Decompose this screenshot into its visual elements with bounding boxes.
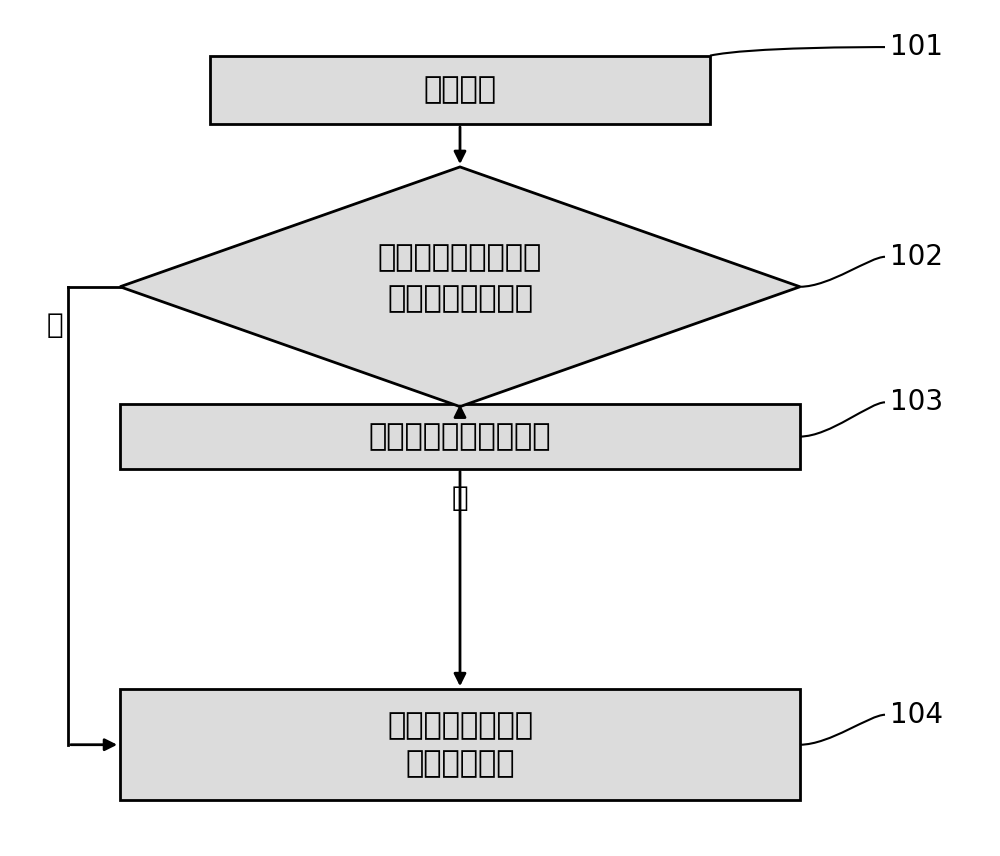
Text: 是: 是 <box>452 484 468 512</box>
Text: 103: 103 <box>890 389 943 416</box>
Polygon shape <box>120 167 800 407</box>
FancyBboxPatch shape <box>210 56 710 124</box>
Text: 解读目标变异位点数据: 解读目标变异位点数据 <box>369 422 551 451</box>
Text: 否: 否 <box>47 312 63 339</box>
Text: 104: 104 <box>890 701 943 728</box>
FancyBboxPatch shape <box>120 405 800 469</box>
Text: 102: 102 <box>890 243 943 270</box>
Text: 生成单基因遗传病
基因分析报告: 生成单基因遗传病 基因分析报告 <box>387 711 533 778</box>
FancyBboxPatch shape <box>120 689 800 800</box>
Text: 101: 101 <box>890 33 943 61</box>
Text: 获取样本: 获取样本 <box>424 75 496 104</box>
Text: 筛选样本，是否存在
目标变异位点数据: 筛选样本，是否存在 目标变异位点数据 <box>378 243 542 313</box>
